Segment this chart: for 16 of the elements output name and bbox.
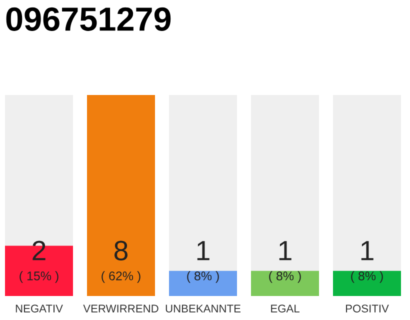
x-tick-label: VERWIRREND [83, 304, 158, 312]
data-label: 2 [32, 240, 46, 260]
annotation: ( 8% ) [269, 271, 301, 283]
x-tick-label: EGAL [271, 304, 300, 312]
annotation: ( 8% ) [187, 271, 219, 283]
data-label: 1 [361, 241, 374, 260]
annotation: ( 15% ) [20, 271, 58, 283]
annotation: ( 62% ) [102, 271, 140, 283]
x-tick-label: UNBEKANNTE [166, 304, 240, 312]
chart-title: 096751279 [6, 7, 171, 31]
data-label: 1 [279, 241, 292, 260]
data-label: 8 [114, 240, 128, 260]
annotation: ( 8% ) [351, 271, 383, 283]
data-label: 1 [197, 241, 210, 260]
x-tick-label: NEGATIV [16, 304, 63, 312]
x-tick-label: POSITIV [346, 304, 389, 312]
